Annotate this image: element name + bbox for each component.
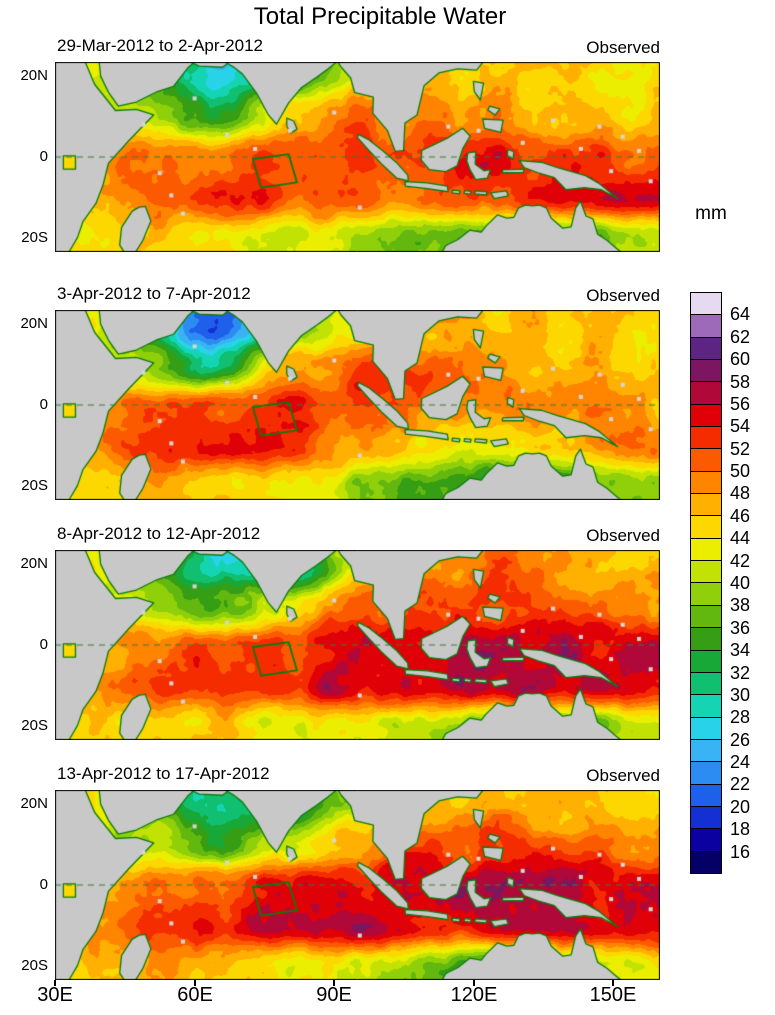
colorbar-tick-label: 48 [730,483,751,504]
colorbar-tick-label: 34 [730,640,751,661]
lat-label-0-panel-2: 0 [39,396,48,413]
colorbar-tick-label: 42 [730,550,751,571]
colorbar-tick-label: 58 [730,371,751,392]
colorbar-tick-label: 20 [730,796,751,817]
colorbar-cell [691,315,721,338]
colorbar-cell [691,449,721,472]
colorbar-tick-label: 54 [730,416,751,437]
panel-1-observed-label: Observed [586,38,660,57]
colorbar-cell [691,650,721,673]
panel-3-observed-label: Observed [586,526,660,545]
panel-2-date-range: 3-Apr-2012 to 7-Apr-2012 [57,284,251,303]
colorbar-cell [691,382,721,405]
colorbar-cell [691,360,721,383]
colorbar-tick-label: 28 [730,707,751,728]
colorbar-tick-label: 56 [730,393,751,414]
colorbar-unit-label: mm [695,203,727,224]
x-axis-tick [193,980,196,986]
lon-label-150e: 150E [589,984,637,1006]
panel-3-date-range: 8-Apr-2012 to 12-Apr-2012 [57,524,261,543]
x-axis-tick [54,980,56,986]
colorbar-cell [691,561,721,584]
lon-label-30e: 30E [37,984,73,1006]
colorbar-cell [691,494,721,517]
lat-label-0-panel-1: 0 [39,148,48,165]
colorbar-cell [691,471,721,495]
colorbar-tick-label: 50 [730,461,751,482]
colorbar-tick-label: 64 [730,304,751,325]
colorbar-cell [691,605,721,629]
colorbar-tick-label: 60 [730,349,751,370]
lon-label-90e: 90E [316,984,352,1006]
colorbar-cell [691,583,721,606]
colorbar-cell [691,739,721,763]
colorbar-tick-label: 40 [730,573,751,593]
colorbar-cell [691,784,721,807]
colorbar-cell [691,516,721,539]
lat-label-20s-panel-1: 20S [21,229,48,246]
colorbar-cell [691,404,721,428]
x-axis-tick [612,980,615,986]
lat-label-0-panel-3: 0 [39,636,48,653]
tpw-map-panel-2 [55,310,660,500]
colorbar-cell [691,337,721,361]
lon-label-60e: 60E [177,984,213,1006]
lat-label-0-panel-4: 0 [39,876,48,893]
colorbar-tick-label: 36 [730,617,751,638]
lat-label-20n-panel-2: 20N [20,315,48,332]
x-axis-tick [472,980,475,986]
colorbar-cell [691,806,721,830]
tpw-map-panel-3 [55,550,660,740]
colorbar-tick-label: 52 [730,438,751,459]
panel-4-observed-label: Observed [586,766,660,785]
colorbar-cell [691,293,721,316]
tpw-map-panel-1 [55,62,660,252]
colorbar-tick-label: 62 [730,326,751,347]
colorbar-tick-label: 46 [730,505,751,526]
tpw-map-panel-4 [55,790,660,980]
colorbar-cell [691,538,721,562]
colorbar-cell [691,695,721,718]
colorbar-cell [691,717,721,740]
colorbar-tick-label: 26 [730,729,751,750]
figure-title: Total Precipitable Water [253,3,507,30]
colorbar-tick-label: 24 [730,752,751,773]
x-axis-tick [333,980,336,986]
colorbar-tick-label: 30 [730,684,751,705]
colorbar-cell [691,427,721,450]
lat-label-20n-panel-1: 20N [20,67,48,84]
lat-label-20n-panel-3: 20N [20,555,48,572]
lat-label-20s-panel-4: 20S [21,957,48,974]
colorbar-tick-label: 18 [730,819,751,840]
colorbar-cell [691,628,721,651]
colorbar-cell [691,672,721,696]
panel-1-date-range: 29-Mar-2012 to 2-Apr-2012 [57,36,264,55]
colorbar-tick-label: 16 [730,841,751,862]
lat-label-20s-panel-3: 20S [21,717,48,734]
colorbar-cell [691,851,721,873]
colorbar-cell [691,762,721,785]
colorbar-tick-label: 22 [730,774,751,795]
panel-4-date-range: 13-Apr-2012 to 17-Apr-2012 [57,764,270,783]
lat-label-20s-panel-2: 20S [21,477,48,494]
colorbar-tick-label: 44 [730,528,751,549]
colorbar [690,292,722,874]
colorbar-tick-label: 38 [730,595,751,616]
lon-label-120e: 120E [450,984,498,1006]
lat-label-20n-panel-4: 20N [20,795,48,812]
colorbar-cell [691,829,721,852]
colorbar-tick-label: 32 [730,662,751,683]
panel-2-observed-label: Observed [586,286,660,305]
